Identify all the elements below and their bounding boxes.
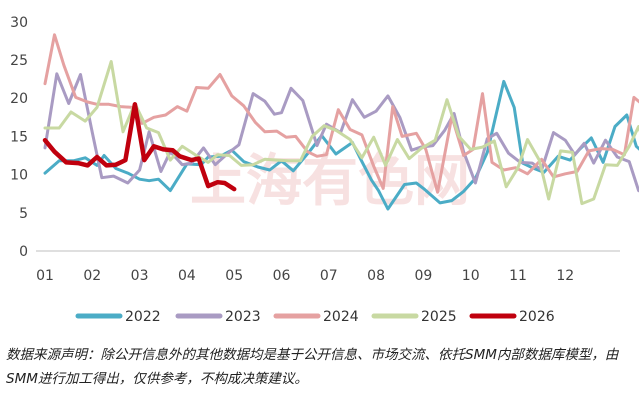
- x-tick-label: 11: [509, 268, 527, 284]
- series-line-2023: [43, 72, 639, 193]
- y-tick-label: 20: [10, 91, 28, 107]
- y-tick-label: 10: [10, 168, 28, 184]
- series-line-2024: [43, 33, 639, 194]
- series-line-2022: [43, 79, 639, 211]
- x-tick-label: 09: [414, 268, 432, 284]
- source-note: 数据来源声明：除公开信息外的其他数据均是基于公开信息、市场交流、依托SMM内部数…: [6, 347, 619, 387]
- x-tick-label: 10: [462, 268, 480, 284]
- x-tick-label: 04: [178, 268, 196, 284]
- legend: 2022 2023 2024 2025 2026: [75, 309, 555, 325]
- y-tick-label: 0: [19, 244, 28, 260]
- legend-label-2025: 2025: [421, 309, 457, 325]
- legend-label-2022: 2022: [125, 309, 161, 325]
- x-tick-label: 08: [367, 268, 385, 284]
- legend-label-2023: 2023: [225, 309, 261, 325]
- x-tick-label: 05: [225, 268, 243, 284]
- x-tick-label: 12: [556, 268, 574, 284]
- x-tick-label: 06: [273, 268, 291, 284]
- x-tick-label: 03: [131, 268, 149, 284]
- y-tick-label: 15: [10, 129, 28, 145]
- y-tick-label: 5: [19, 206, 28, 222]
- y-tick-label: 25: [10, 53, 28, 69]
- x-tick-label: 01: [36, 268, 54, 284]
- x-axis: 01 02 03 04 05 06 07 08 09 10 11 12: [36, 250, 620, 284]
- plot-area: [42, 33, 639, 211]
- y-axis: 0 5 10 15 20 25 30: [10, 15, 28, 260]
- series-line-2026: [42, 102, 237, 192]
- x-tick-label: 07: [320, 268, 338, 284]
- y-tick-label: 30: [10, 15, 28, 31]
- legend-label-2024: 2024: [323, 309, 359, 325]
- legend-label-2026: 2026: [519, 309, 555, 325]
- series-line-2025: [43, 60, 639, 206]
- x-tick-label: 02: [83, 268, 101, 284]
